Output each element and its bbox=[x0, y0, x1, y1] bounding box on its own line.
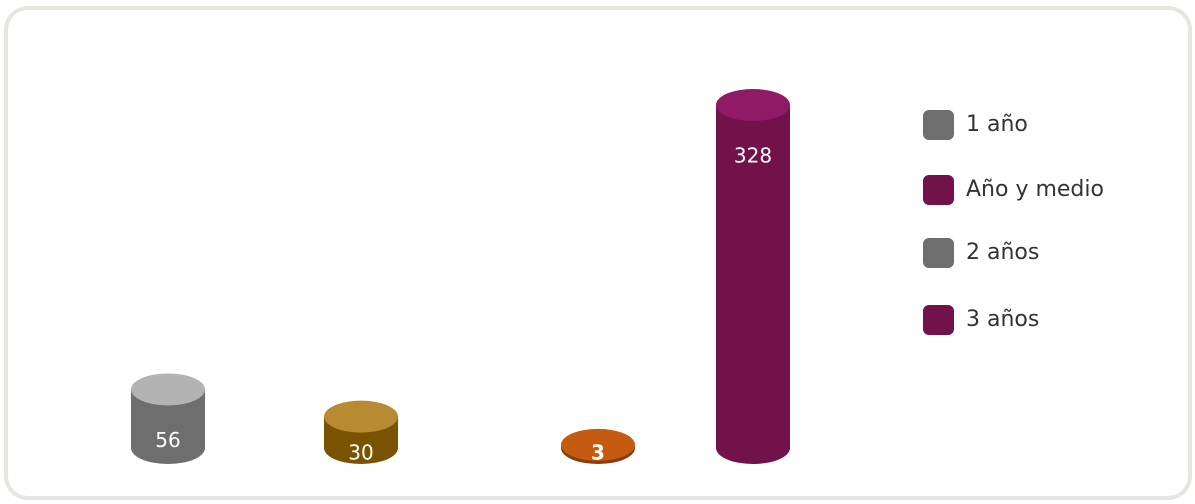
legend-label: Año y medio bbox=[966, 177, 1104, 202]
value-label: 3 bbox=[591, 441, 605, 465]
legend-swatch bbox=[923, 110, 954, 140]
cylinder-body bbox=[716, 105, 790, 464]
value-label: 30 bbox=[348, 441, 373, 465]
legend-label: 1 año bbox=[966, 112, 1028, 137]
panel bbox=[4, 6, 1192, 500]
cylinder-body bbox=[131, 389, 205, 464]
cylinder-top bbox=[561, 428, 635, 461]
legend-swatch bbox=[923, 305, 954, 335]
cylinder-top bbox=[716, 89, 790, 121]
value-label: 328 bbox=[734, 144, 772, 168]
cylinder-top bbox=[324, 400, 398, 433]
cylinder-top bbox=[131, 373, 205, 406]
value-label: 56 bbox=[155, 428, 180, 452]
legend-swatch bbox=[923, 238, 954, 268]
legend-label: 3 años bbox=[966, 307, 1039, 332]
legend-swatch bbox=[923, 175, 954, 205]
legend-label: 2 años bbox=[966, 240, 1039, 265]
